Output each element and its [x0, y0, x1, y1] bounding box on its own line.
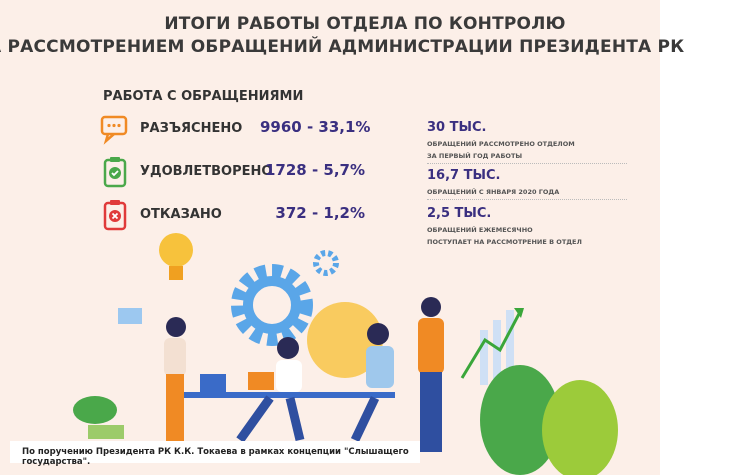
laptop: [200, 374, 226, 392]
row-label: УДОВЛЕТВОРЕНО: [140, 164, 273, 179]
person-standing-right: [418, 297, 444, 452]
person-standing-left: [164, 317, 186, 444]
section-title: РАБОТА С ОБРАЩЕНИЯМИ: [103, 89, 304, 104]
plant-right: [480, 365, 618, 475]
row-value: 1728 - 5,7%: [264, 161, 365, 179]
row-value: 9960 - 33,1%: [260, 118, 371, 136]
stat-desc: ОБРАЩЕНИЙ ЕЖЕМЕСЯЧНО: [427, 226, 533, 234]
stat-total: 30 ТЫС. ОБРАЩЕНИЙ РАССМОТРЕНО ОТДЕЛОМ ЗА …: [427, 120, 627, 162]
stat-value: 16,7 ТЫС.: [427, 168, 501, 183]
row-label: ОТКАЗАНО: [140, 207, 222, 222]
stat-desc: ЗА ПЕРВЫЙ ГОД РАБОТЫ: [427, 152, 523, 160]
stat-desc: ОБРАЩЕНИЙ РАССМОТРЕНО ОТДЕЛОМ: [427, 140, 575, 148]
gear-icon: [231, 264, 313, 346]
caption: По поручению Президента РК К.К. Токаева …: [10, 441, 420, 467]
stat-desc: ОБРАЩЕНИЙ С ЯНВАРЯ 2020 ГОДА: [427, 188, 560, 196]
growth-chart-icon: [460, 308, 524, 385]
stat-value: 2,5 ТЫС.: [427, 206, 492, 221]
office-illustration: [73, 233, 618, 475]
person-laptop: [236, 337, 305, 443]
stat-row-satisfied: УДОВЛЕТВОРЕНО 1728 - 5,7%: [100, 156, 400, 190]
infographic: ИТОГИ РАБОТЫ ОТДЕЛА ПО КОНТРОЛЮ ЗА РАССМ…: [0, 0, 684, 475]
title-line-1: ИТОГИ РАБОТЫ ОТДЕЛА ПО КОНТРОЛЮ: [164, 14, 566, 34]
stat-monthly: 2,5 ТЫС. ОБРАЩЕНИЙ ЕЖЕМЕСЯЧНО ПОСТУПАЕТ Н…: [427, 206, 627, 248]
row-value: 372 - 1,2%: [275, 204, 365, 222]
stat-row-denied: ОТКАЗАНО 372 - 1,2%: [100, 199, 400, 233]
stat-since-2020: 16,7 ТЫС. ОБРАЩЕНИЙ С ЯНВАРЯ 2020 ГОДА: [427, 168, 627, 198]
person-sitting-right: [350, 323, 394, 442]
stat-value: 30 ТЫС.: [427, 120, 487, 135]
row-label: РАЗЪЯСНЕНО: [140, 121, 243, 136]
clipboard-x-icon: [103, 200, 127, 231]
title-line-2: ЗА РАССМОТРЕНИЕМ ОБРАЩЕНИЙ АДМИНИСТРАЦИИ…: [0, 37, 685, 57]
stat-desc: ПОСТУПАЕТ НА РАССМОТРЕНИЕ В ОТДЕЛ: [427, 238, 582, 246]
divider: [427, 199, 627, 200]
chat-bubbles-icon: [100, 115, 128, 145]
plant-left: [73, 396, 124, 439]
gear-icon: [307, 302, 383, 378]
stat-row-explained: РАЗЪЯСНЕНО 9960 - 33,1%: [100, 113, 400, 147]
divider: [427, 163, 627, 164]
envelope-icon: [118, 308, 142, 324]
clipboard-check-icon: [103, 157, 127, 188]
gear-icon: [313, 250, 339, 276]
desk: [170, 392, 395, 398]
lightbulb-icon: [159, 233, 193, 280]
